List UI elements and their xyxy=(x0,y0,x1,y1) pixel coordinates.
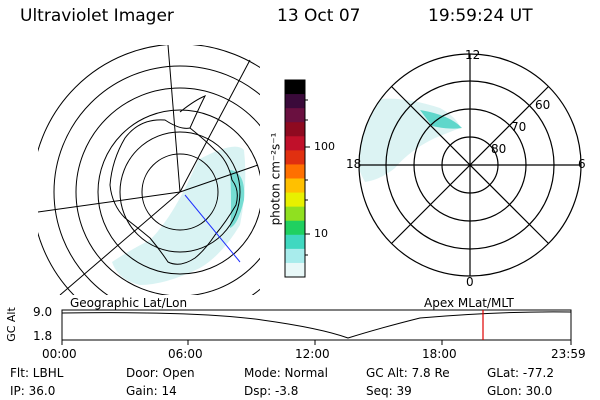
colorbar-band xyxy=(285,206,305,222)
colorbar-band xyxy=(285,262,305,278)
mlat-label-60: 60 xyxy=(535,98,551,112)
colorbar-band xyxy=(285,234,305,250)
param-ip: IP: 36.0 xyxy=(10,384,56,398)
time-tick-0600: 06:00 xyxy=(168,347,203,361)
param-gc-alt: GC Alt: 7.8 Re xyxy=(366,366,450,380)
time-tick-2359: 23:59 xyxy=(551,347,586,361)
mlat-label-70: 70 xyxy=(511,120,527,134)
observation-time: 19:59:24 UT xyxy=(428,6,533,26)
geographic-label: Geographic Lat/Lon xyxy=(70,296,188,310)
param-door: Door: Open xyxy=(126,366,195,380)
colorbar-band xyxy=(285,94,305,109)
param-dsp: Dsp: -3.8 xyxy=(244,384,299,398)
magnetic-polar-plot xyxy=(358,53,582,277)
colorbar-band xyxy=(285,136,305,151)
apex-label: Apex MLat/MLT xyxy=(424,296,514,310)
mlt-label-18: 18 xyxy=(346,157,362,171)
colorbar-band xyxy=(285,192,305,208)
colorbar-unit-label: photon cm⁻²s⁻¹ xyxy=(268,132,283,226)
mlt-label-0: 0 xyxy=(466,275,474,289)
mlt-label-6: 6 xyxy=(578,157,586,171)
param-seq: Seq: 39 xyxy=(366,384,412,398)
instrument-title: Ultraviolet Imager xyxy=(20,6,174,26)
param-glon: GLon: 30.0 xyxy=(487,384,553,398)
param-gain: Gain: 14 xyxy=(126,384,177,398)
colorbar-band xyxy=(285,122,305,137)
param-mode: Mode: Normal xyxy=(244,366,328,380)
mlt-label-12: 12 xyxy=(465,48,481,62)
time-tick-1800: 18:00 xyxy=(422,347,457,361)
colorbar-band xyxy=(285,248,305,264)
colorbar xyxy=(284,79,310,278)
colorbar-band xyxy=(285,164,305,179)
time-tick-1200: 12:00 xyxy=(295,347,330,361)
altitude-ylabel: GC Alt xyxy=(4,307,18,342)
colorbar-band xyxy=(285,80,305,95)
time-tick-0000: 00:00 xyxy=(42,347,77,361)
colorbar-tick-100: 100 xyxy=(314,140,335,153)
altitude-ytick-1-8: 1.8 xyxy=(33,329,53,343)
param-filter: Flt: LBHL xyxy=(10,366,64,380)
altitude-plot xyxy=(61,309,572,345)
colorbar-band xyxy=(285,178,305,194)
colorbar-tick-10: 10 xyxy=(314,227,328,240)
altitude-ytick-9: 9.0 xyxy=(33,305,53,319)
colorbar-band xyxy=(285,220,305,236)
observation-date: 13 Oct 07 xyxy=(277,6,361,26)
colorbar-band xyxy=(285,150,305,165)
param-glat: GLat: -77.2 xyxy=(487,366,554,380)
colorbar-band xyxy=(285,108,305,123)
mlat-label-80: 80 xyxy=(491,142,507,156)
